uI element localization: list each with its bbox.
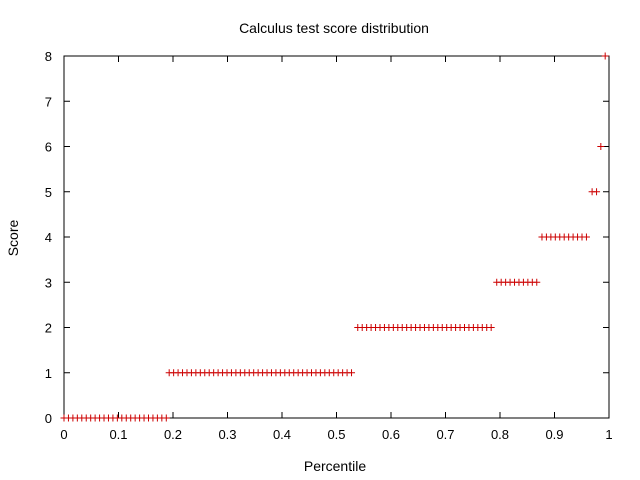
chart-title: Calculus test score distribution: [239, 20, 429, 36]
x-tick-label: 0.8: [491, 427, 509, 442]
data-point: [162, 414, 170, 422]
data-point: [597, 143, 605, 150]
y-tick-label: 4: [45, 230, 52, 245]
x-tick-label: 0.3: [218, 427, 236, 442]
data-points: [60, 52, 609, 422]
y-tick-label: 3: [45, 275, 52, 290]
x-tick-label: 0.2: [164, 427, 182, 442]
y-tick-label: 1: [45, 366, 52, 381]
data-point: [348, 369, 356, 377]
y-axis-label: Score: [5, 220, 21, 257]
ticks: 0 0.1 0.2 0.3 0.4 0.5 0.6 0.7 0.8 0.9 1 0 1 2 3 4 5 6 7 8: [45, 49, 613, 442]
x-tick-label: 0.7: [436, 427, 454, 442]
y-tick-label: 2: [45, 321, 52, 336]
y-tick-label: 5: [45, 185, 52, 200]
x-axis-label: Percentile: [304, 458, 366, 474]
y-tick-label: 0: [45, 411, 52, 426]
data-point: [582, 233, 590, 241]
x-tick-label: 1: [605, 427, 612, 442]
plot-frame: [63, 55, 610, 419]
y-tick-label: 7: [45, 94, 52, 109]
data-point: [487, 324, 495, 331]
y-tick-label: 6: [45, 140, 52, 155]
x-tick-label: 0.1: [109, 427, 127, 442]
data-point: [601, 52, 609, 60]
x-tick-label: 0.5: [327, 427, 345, 442]
x-tick-label: 0: [60, 427, 67, 442]
x-tick-label: 0.6: [382, 427, 400, 442]
axes: [63, 55, 610, 419]
x-tick-label: 0.9: [545, 427, 563, 442]
y-tick-label: 8: [45, 49, 52, 64]
data-point: [593, 188, 601, 196]
x-tick-label: 0.4: [273, 427, 291, 442]
data-point: [533, 278, 541, 286]
